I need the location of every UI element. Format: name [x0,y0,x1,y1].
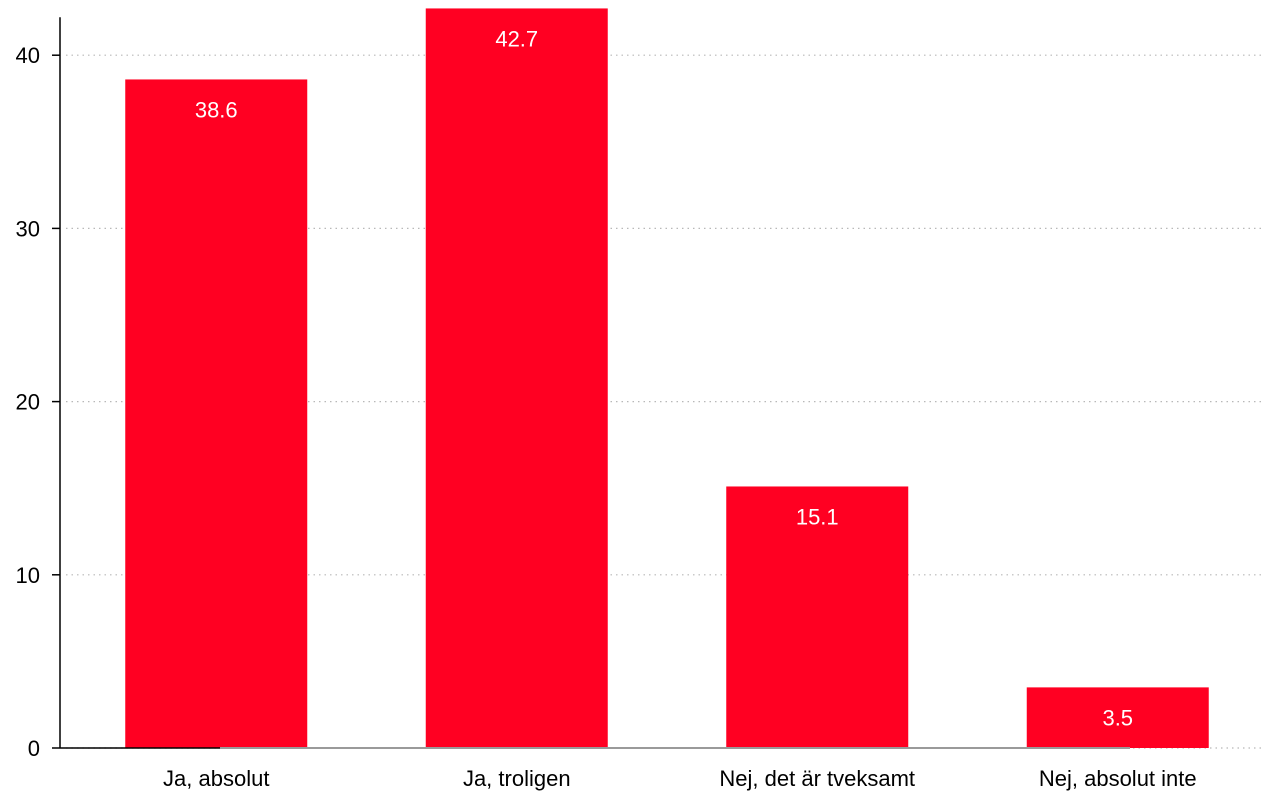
y-axis-ticks: 0 10 20 30 40 [16,43,60,761]
data-label: 42.7 [495,26,538,51]
y-tick-label: 0 [28,736,40,761]
bar [425,8,608,749]
bar [125,79,308,748]
x-category-label: Ja, absolut [163,766,269,791]
x-category-label: Ja, troligen [463,766,571,791]
x-axis-categories: Ja, absolut Ja, troligen Nej, det är tveks… [163,766,1197,791]
y-tick-label: 30 [16,216,40,241]
data-label: 38.6 [195,97,238,122]
y-tick-label: 10 [16,563,40,588]
bar [726,486,909,748]
x-category-label: Nej, absolut inte [1039,766,1197,791]
bar [1026,687,1209,748]
x-category-label: Nej, det är tveksamt [719,766,915,791]
bars [125,8,1209,749]
y-tick-label: 20 [16,390,40,415]
axes [59,17,1130,749]
data-labels: 38.6 42.7 15.1 3.5 [195,26,1133,730]
data-label: 3.5 [1102,705,1133,730]
y-tick-label: 40 [16,43,40,68]
data-label: 15.1 [796,504,839,529]
